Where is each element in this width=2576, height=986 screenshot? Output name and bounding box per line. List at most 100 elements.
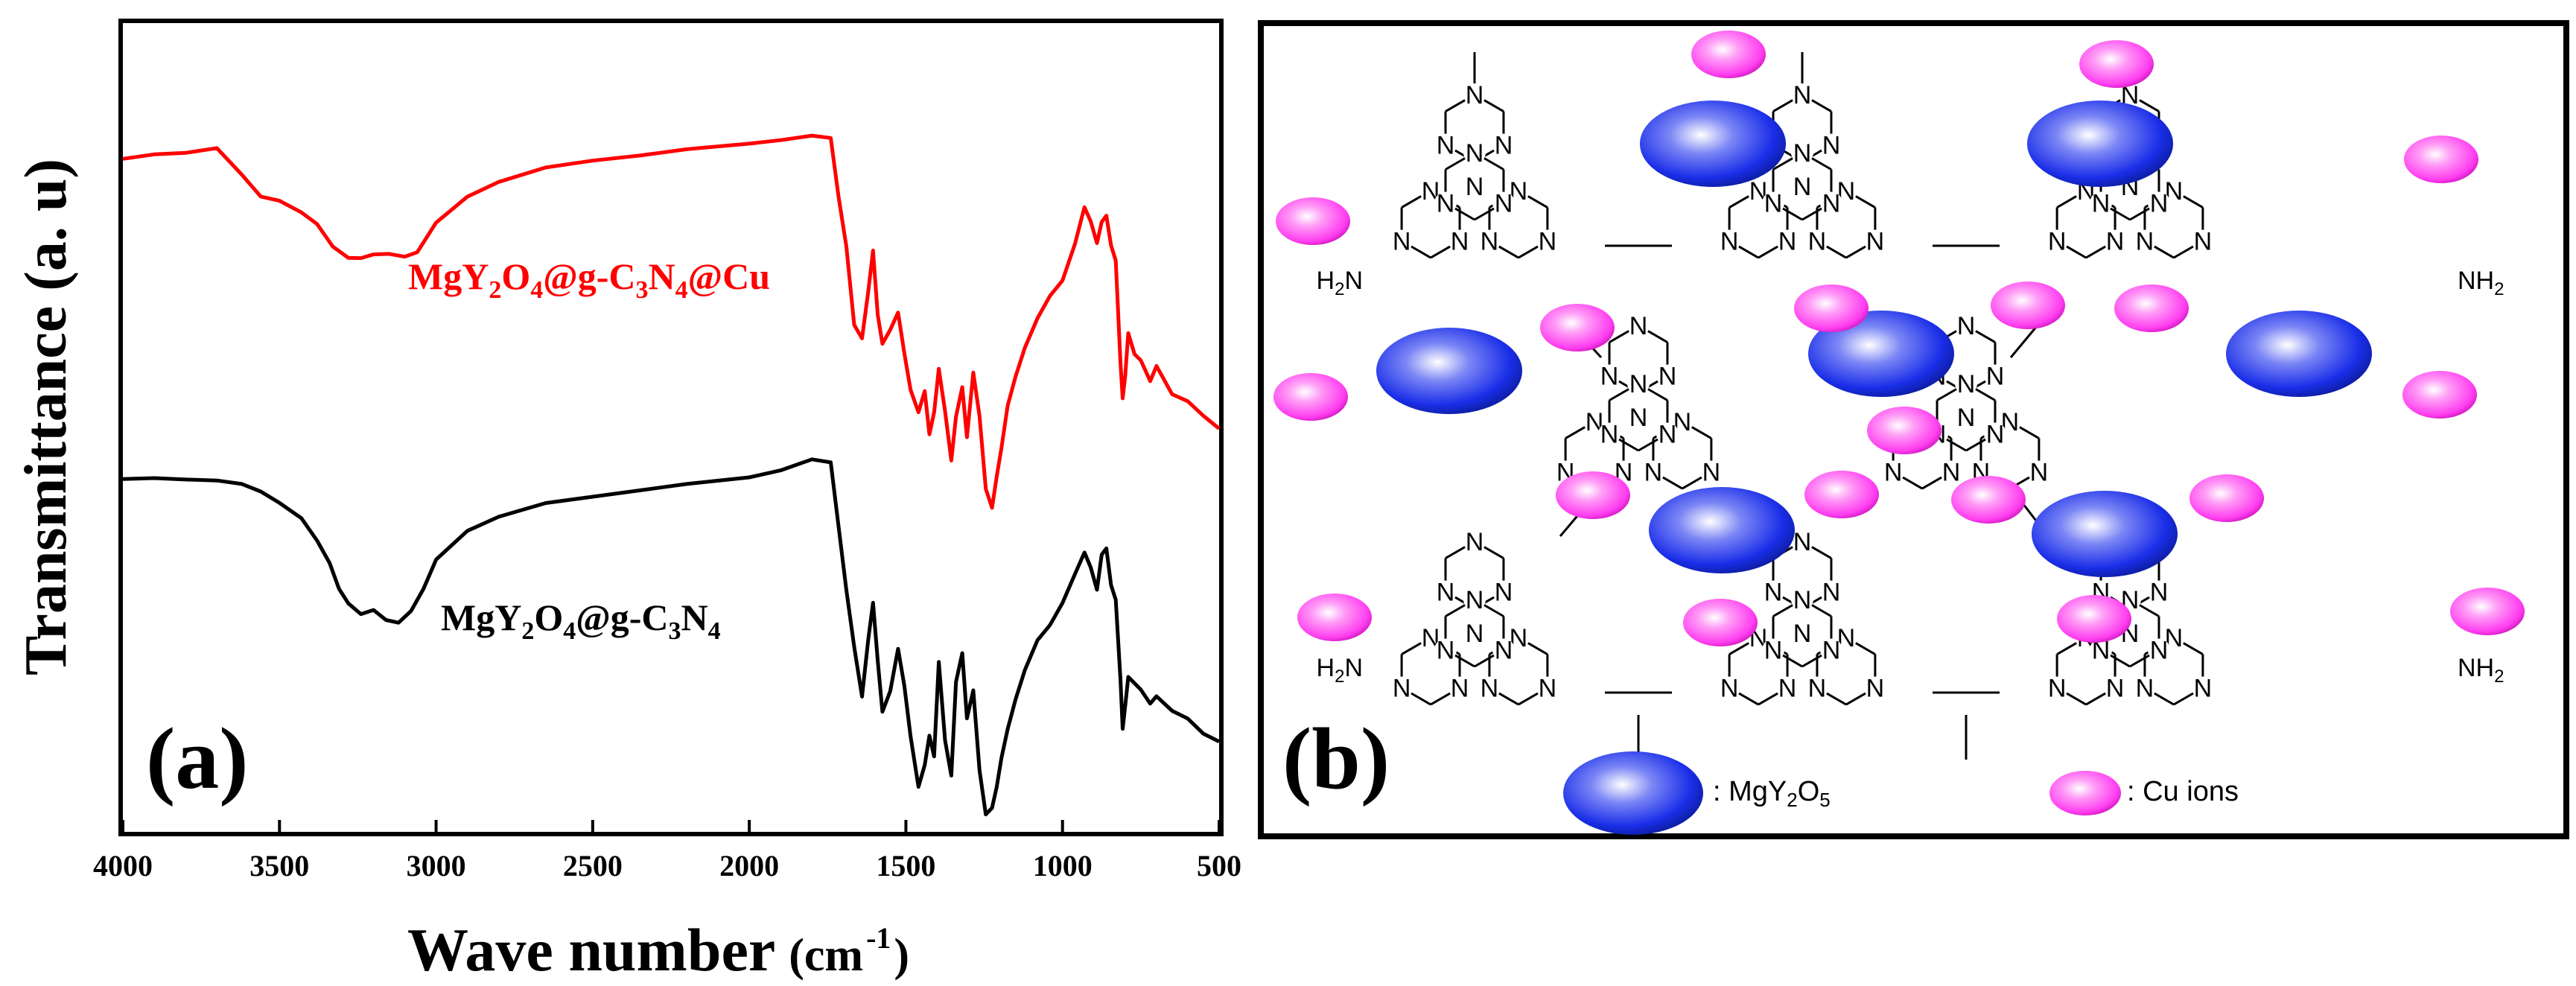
- x-axis-ticks: [121, 820, 1221, 832]
- atom-n: N: [1495, 579, 1513, 607]
- atom-n: N: [1957, 404, 1976, 432]
- cu-ion: [1691, 31, 1766, 78]
- atom-bg: [1834, 626, 1857, 649]
- atom-bg: [1448, 229, 1472, 252]
- atom-n: N: [2048, 228, 2067, 256]
- atom-n: N: [1793, 528, 1812, 556]
- atom-n: N: [2150, 190, 2169, 218]
- atom-bg: [1612, 460, 1635, 483]
- atom-bg: [1492, 638, 1515, 661]
- atom-n: N: [2092, 190, 2111, 218]
- subscript: 2: [521, 617, 534, 645]
- atom-n: N: [1481, 675, 1499, 703]
- atom-n: N: [1600, 363, 1619, 391]
- atom-bg: [1448, 676, 1472, 699]
- atom-bg: [1834, 179, 1857, 203]
- atom-bg: [2027, 460, 2050, 483]
- atom-bg: [1955, 372, 1977, 395]
- scheme-atoms: NNNNNNNNNNNNNNNNNNNNNNNNNNNNNNNNNNNNNNNN…: [1317, 81, 2505, 702]
- atom-bg: [1463, 175, 1486, 197]
- cu-ion: [1951, 476, 2026, 524]
- atom-bg: [1463, 83, 1486, 106]
- label-part: MgY: [408, 255, 489, 297]
- atom-n: N: [1644, 459, 1663, 487]
- atom-bg: [1492, 191, 1515, 214]
- atom-n: N: [1539, 675, 1557, 703]
- mgy2o5-sphere: [2226, 311, 2372, 397]
- atom-bg: [1762, 191, 1785, 214]
- atom-bg: [1791, 622, 1813, 644]
- cu-ion: [1794, 284, 1869, 332]
- label-part: @g-C: [543, 255, 635, 297]
- atom-n: N: [1986, 363, 2005, 391]
- atom-n: N: [1822, 132, 1841, 160]
- mgy2o5-sphere: [1649, 487, 1795, 573]
- atom-bg: [1478, 676, 1501, 699]
- atom-bg: [2046, 229, 2069, 252]
- cu-ion: [1540, 304, 1615, 352]
- x-axis-label: Wave number (cm -1 ): [407, 916, 909, 984]
- atom-n: N: [1629, 370, 1648, 398]
- x-tick-label: 1500: [876, 849, 935, 882]
- series-label-base: MgY2O4@g-C3N4: [441, 597, 721, 645]
- atom-bg: [1805, 676, 1828, 699]
- label-part: N: [681, 597, 708, 638]
- x-axis-unit-sup: -1: [866, 921, 891, 955]
- atom-n: N: [1437, 637, 1455, 665]
- atom-n: N: [1764, 190, 1783, 218]
- atom-n: N: [2106, 228, 2125, 256]
- atom-bg: [1776, 676, 1799, 699]
- cu-ion: [2450, 588, 2525, 635]
- atom-n: N: [1822, 579, 1841, 607]
- atom-n: N: [1793, 173, 1812, 201]
- atom-bg: [1463, 530, 1486, 553]
- atom-n: N: [1808, 228, 1827, 256]
- atom-n: N: [1884, 459, 1903, 487]
- atom-bg: [2162, 179, 2185, 203]
- atom-bg: [1776, 229, 1799, 252]
- atom-bg: [1882, 460, 1905, 483]
- panel-a: 4000 3500 3000 2500 2000 1500 1000 500 MgY2O4@g…: [13, 19, 1241, 984]
- panel-label-b: (b): [1282, 710, 1390, 807]
- cu-ion: [2057, 595, 2131, 643]
- atom-bg: [1863, 676, 1886, 699]
- atom-bg: [1434, 191, 1457, 214]
- atom-n: N: [1659, 421, 1677, 449]
- atom-bg: [2147, 191, 2170, 214]
- atom-bg: [1718, 229, 1741, 252]
- amine-group: NH2: [2458, 654, 2504, 687]
- atom-bg: [1583, 410, 1606, 433]
- atom-bg: [1598, 422, 1621, 445]
- atom-bg: [1762, 580, 1785, 603]
- atom-bg: [2191, 676, 2214, 699]
- x-tick-label: 3000: [407, 849, 466, 882]
- atom-bg: [1419, 626, 1443, 649]
- atom-bg: [1819, 580, 1842, 603]
- subscript: 3: [669, 617, 681, 645]
- atom-bg: [1507, 179, 1530, 203]
- atom-n: N: [1866, 675, 1885, 703]
- atom-n: N: [1539, 228, 1557, 256]
- atom-bg: [2133, 229, 2156, 252]
- atom-bg: [1791, 530, 1813, 553]
- y-axis-label: Transmittance (a. u): [13, 159, 79, 675]
- atom-n: N: [1451, 675, 1469, 703]
- atom-n: N: [1720, 675, 1739, 703]
- atom-n: N: [2030, 459, 2049, 487]
- atom-n: N: [1629, 404, 1648, 432]
- cu-ion: [1273, 373, 1348, 421]
- atom-n: N: [1822, 190, 1841, 218]
- atom-n: N: [1957, 312, 1976, 340]
- atom-n: N: [1481, 228, 1499, 256]
- atom-bg: [1955, 406, 1977, 428]
- atom-bg: [2191, 229, 2214, 252]
- atom-bg: [1656, 364, 1679, 387]
- mgy2o5-sphere: [1808, 311, 1954, 397]
- atom-n: N: [1793, 81, 1812, 109]
- amine-group: NH2: [2458, 267, 2504, 299]
- atom-bg: [1656, 422, 1679, 445]
- atom-n: N: [1866, 228, 1885, 256]
- cu-ion: [1804, 471, 1879, 518]
- legend-ion-label: : Cu ions: [2127, 776, 2239, 807]
- scheme-frame: [1258, 20, 2569, 839]
